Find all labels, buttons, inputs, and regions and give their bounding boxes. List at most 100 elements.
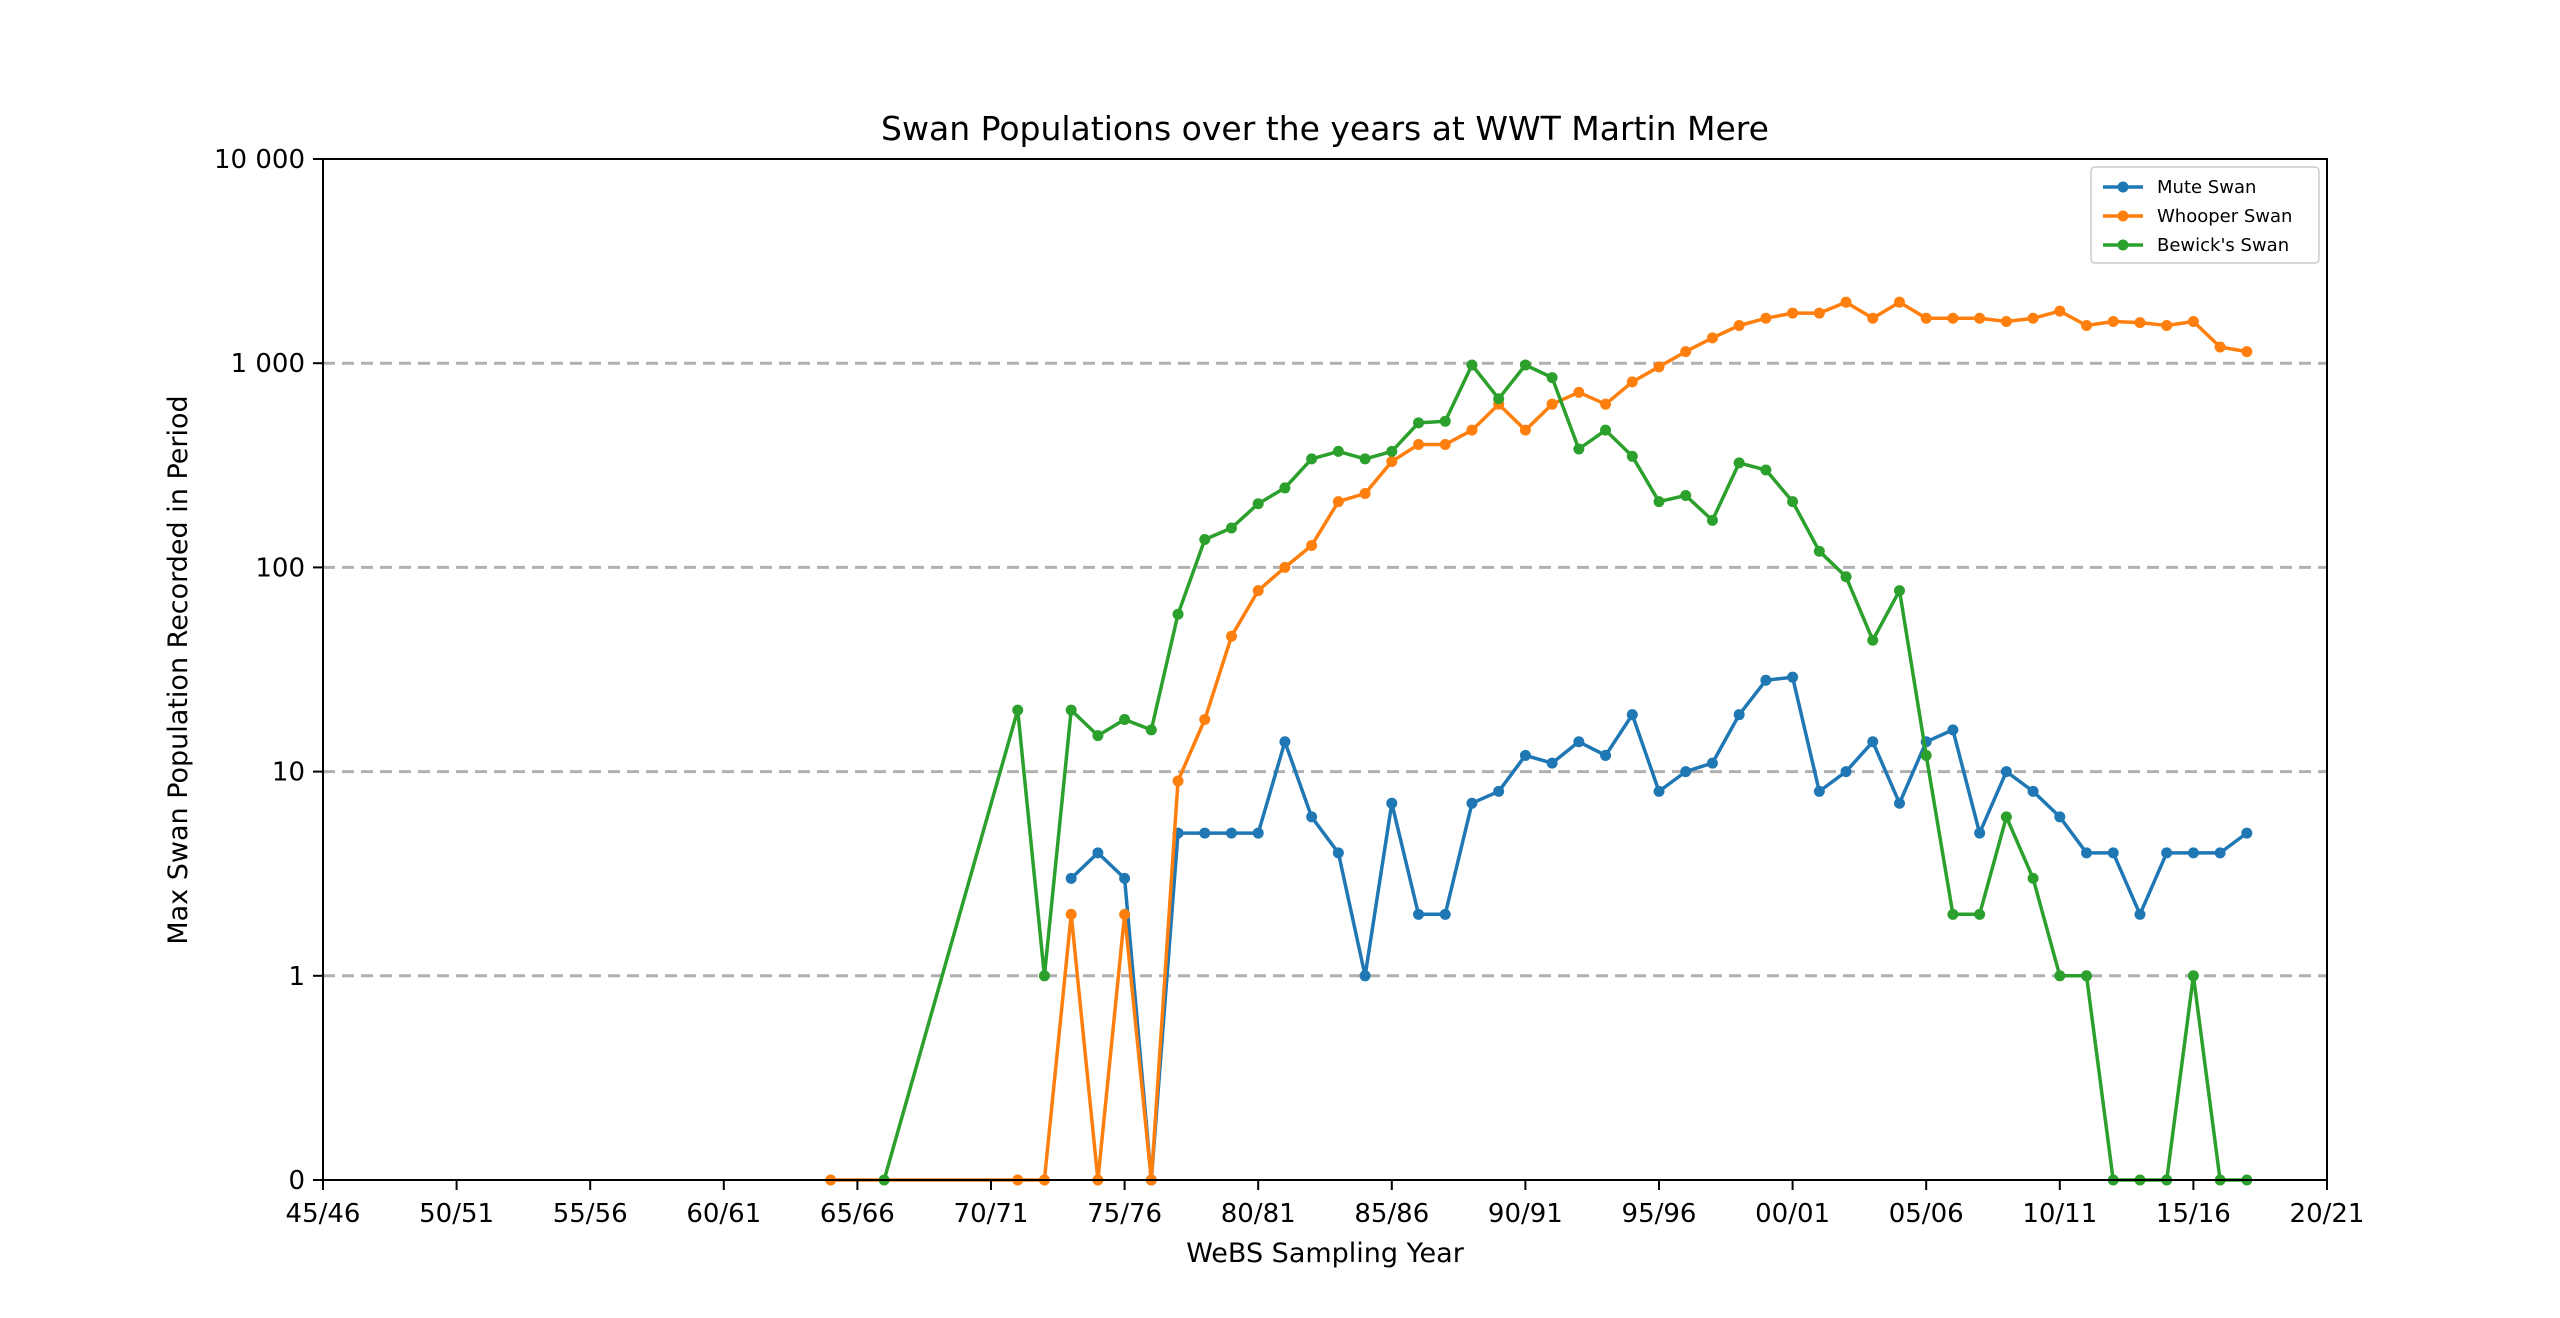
data-point [1359, 970, 1371, 982]
data-point [1893, 296, 1905, 308]
series-line-mute-swan [1069, 675, 2248, 1182]
data-point [2081, 970, 2093, 982]
data-point [2054, 811, 2066, 823]
data-point [1119, 872, 1131, 884]
data-point [2107, 847, 2119, 859]
data-point [1038, 970, 1050, 982]
data-point [2187, 316, 2199, 328]
data-point [1065, 908, 1077, 920]
data-point [1199, 713, 1211, 725]
x-tick-label: 65/66 [820, 1199, 895, 1229]
data-point [1573, 443, 1585, 455]
data-point [1439, 908, 1451, 920]
data-point [1840, 766, 1852, 778]
legend-marker [2117, 181, 2129, 193]
data-point [1920, 312, 1932, 324]
data-point [1519, 359, 1531, 371]
data-point [1947, 724, 1959, 736]
legend-marker [2117, 210, 2129, 222]
data-point [1706, 757, 1718, 769]
data-point [1386, 797, 1398, 809]
series-layer [825, 296, 2253, 1186]
x-axis-title: WeBS Sampling Year [1186, 1238, 1465, 1269]
data-point [2054, 970, 2066, 982]
series-bewick-s-swan [878, 359, 2253, 1186]
data-point [1466, 797, 1478, 809]
data-point [1332, 445, 1344, 457]
data-point [2000, 766, 2012, 778]
x-tick-label: 10/11 [2022, 1199, 2097, 1229]
x-tick-label: 60/61 [686, 1199, 761, 1229]
x-tick-label: 20/21 [2290, 1199, 2365, 1229]
data-point [2000, 811, 2012, 823]
y-tick-label: 10 [272, 758, 305, 788]
data-point [1252, 585, 1264, 597]
data-point [1279, 482, 1291, 494]
data-point [1787, 496, 1799, 508]
y-tick-label: 10 000 [214, 145, 305, 175]
data-point [1172, 608, 1184, 620]
y-tick-label: 0 [288, 1166, 305, 1196]
data-point [1466, 359, 1478, 371]
data-point [2134, 317, 2146, 329]
data-point [1466, 424, 1478, 436]
data-point [1733, 709, 1745, 721]
data-point [1893, 797, 1905, 809]
x-tick-label: 95/96 [1622, 1199, 1697, 1229]
x-tick-label: 90/91 [1488, 1199, 1563, 1229]
data-point [1893, 585, 1905, 597]
data-point [1706, 514, 1718, 526]
x-tick-label: 45/46 [286, 1199, 361, 1229]
data-point [1600, 749, 1612, 761]
data-point [1172, 775, 1184, 787]
data-point [1493, 393, 1505, 405]
data-point [1092, 730, 1104, 742]
data-point [1813, 785, 1825, 797]
data-point [1493, 785, 1505, 797]
series-line-whooper-swan [830, 300, 2248, 1182]
data-point [1225, 827, 1237, 839]
data-point [1760, 674, 1772, 686]
data-point [1920, 749, 1932, 761]
data-point [2214, 847, 2226, 859]
series-line-bewick-s-swan [882, 363, 2247, 1182]
data-point [1867, 312, 1879, 324]
legend: Mute Swan Whooper Swan Bewick's Swan [2090, 166, 2320, 264]
data-point [1867, 736, 1879, 748]
data-point [2161, 319, 2173, 331]
data-point [1840, 571, 1852, 583]
data-point [1626, 450, 1638, 462]
data-point [1546, 372, 1558, 384]
data-point [1065, 704, 1077, 716]
data-point [1386, 445, 1398, 457]
data-point [1119, 713, 1131, 725]
legend-label: Whooper Swan [2157, 206, 2292, 227]
x-tick-label: 70/71 [954, 1199, 1029, 1229]
data-point [1733, 457, 1745, 469]
data-point [1306, 453, 1318, 465]
x-tick-label: 85/86 [1354, 1199, 1429, 1229]
x-tick-label: 80/81 [1221, 1199, 1296, 1229]
data-point [1680, 766, 1692, 778]
data-point [1145, 724, 1157, 736]
data-point [1225, 522, 1237, 534]
data-point [1386, 456, 1398, 468]
data-point [2187, 847, 2199, 859]
data-point [1252, 498, 1264, 510]
legend-item: Mute Swan [2103, 177, 2256, 198]
data-point [2134, 908, 2146, 920]
data-point [1092, 847, 1104, 859]
x-tick-label: 15/16 [2156, 1199, 2231, 1229]
data-point [1306, 540, 1318, 552]
data-point [1813, 307, 1825, 319]
data-point [1439, 415, 1451, 427]
y-axis-title: Max Swan Population Recorded in Period [163, 395, 194, 944]
data-point [1546, 757, 1558, 769]
data-point [1546, 398, 1558, 410]
data-point [1359, 453, 1371, 465]
data-point [2000, 316, 2012, 328]
data-point [1680, 346, 1692, 358]
data-point [1573, 736, 1585, 748]
data-point [1519, 424, 1531, 436]
